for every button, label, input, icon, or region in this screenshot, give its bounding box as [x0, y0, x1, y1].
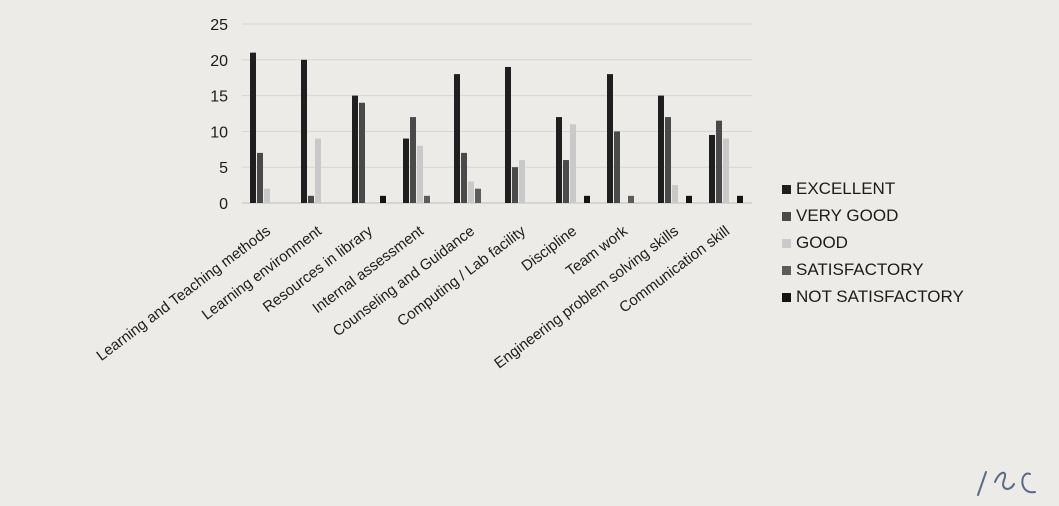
bar-not-satisfactory-engineering-problem-solving-skills — [686, 195, 692, 203]
bar-good-learning-and-teaching-methods — [264, 188, 270, 203]
bar-excellent-resources-in-library — [352, 95, 358, 203]
x-category-label: Engineering problem solving skills — [491, 223, 682, 373]
bar-very-good-discipline — [563, 160, 569, 203]
bar-excellent-team-work — [607, 74, 613, 204]
y-tick-label: 5 — [219, 160, 228, 177]
y-axis-tick-labels: 0 5 10 15 20 25 — [210, 17, 228, 213]
legend-label-good: GOOD — [796, 233, 848, 252]
legend-swatch-very-good — [782, 212, 791, 221]
legend-label-excellent: EXCELLENT — [796, 179, 895, 198]
bar-very-good-communication-skill — [716, 120, 722, 203]
legend-label-satisfactory: SATISFACTORY — [796, 260, 924, 279]
bar-not-satisfactory-resources-in-library — [380, 195, 386, 203]
legend: EXCELLENT VERY GOOD GOOD SATISFACTORY NOT SA… — [782, 179, 964, 306]
bar-excellent-engineering-problem-solving-skills — [658, 95, 664, 203]
legend-swatch-not-satisfactory — [782, 293, 791, 302]
y-tick-label: 25 — [210, 17, 228, 34]
y-tick-label: 20 — [210, 53, 228, 70]
bar-excellent-communication-skill — [709, 134, 715, 203]
bars — [250, 52, 743, 204]
bar-not-satisfactory-communication-skill — [737, 195, 743, 203]
bar-very-good-engineering-problem-solving-skills — [665, 117, 671, 203]
y-tick-label: 15 — [210, 89, 228, 106]
bar-excellent-learning-and-teaching-methods — [250, 52, 256, 203]
legend-swatch-excellent — [782, 185, 791, 194]
bar-good-engineering-problem-solving-skills — [672, 185, 678, 203]
bar-good-discipline — [570, 124, 576, 203]
bar-excellent-discipline — [556, 117, 562, 203]
bar-excellent-computing-lab-facility — [505, 66, 511, 204]
bar-very-good-learning-and-teaching-methods — [257, 152, 263, 203]
bar-good-internal-assessment — [417, 145, 423, 203]
bar-very-good-computing-lab-facility — [512, 167, 518, 203]
y-tick-label: 10 — [210, 124, 228, 141]
bar-very-good-team-work — [614, 131, 620, 203]
bar-excellent-learning-environment — [301, 59, 307, 203]
bar-good-learning-environment — [315, 138, 321, 203]
bar-satisfactory-counseling-and-guidance — [475, 188, 481, 203]
bar-very-good-resources-in-library — [359, 102, 365, 203]
bar-very-good-internal-assessment — [410, 117, 416, 203]
bar-excellent-counseling-and-guidance — [454, 74, 460, 204]
y-tick-label: 0 — [219, 196, 228, 213]
bar-very-good-learning-environment — [308, 195, 314, 203]
bar-satisfactory-internal-assessment — [424, 195, 430, 203]
handwritten-signature — [977, 471, 1036, 496]
bar-good-counseling-and-guidance — [468, 181, 474, 203]
legend-label-not-satisfactory: NOT SATISFACTORY — [796, 287, 964, 306]
bar-very-good-counseling-and-guidance — [461, 152, 467, 203]
bar-good-computing-lab-facility — [519, 160, 525, 203]
bar-not-satisfactory-discipline — [584, 195, 590, 203]
bar-good-communication-skill — [723, 138, 729, 203]
legend-swatch-good — [782, 239, 791, 248]
bar-satisfactory-team-work — [628, 195, 634, 203]
bar-excellent-internal-assessment — [403, 138, 409, 203]
legend-swatch-satisfactory — [782, 266, 791, 275]
legend-label-very-good: VERY GOOD — [796, 206, 898, 225]
